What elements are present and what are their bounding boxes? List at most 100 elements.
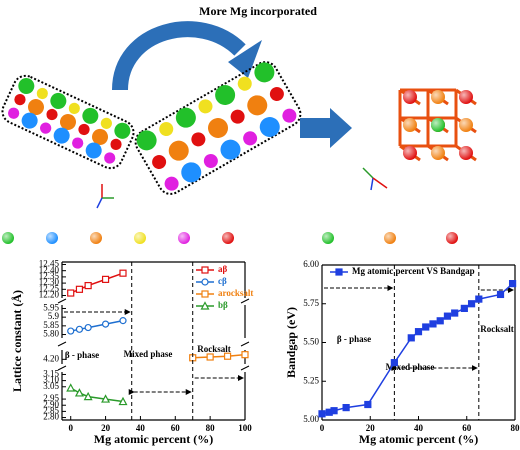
y-tick-label: 5.50 <box>303 337 319 347</box>
atom-ball <box>269 87 284 101</box>
atom-ball <box>46 108 58 121</box>
data-point <box>75 285 84 293</box>
atom-shine <box>459 146 473 160</box>
data-point <box>119 269 127 277</box>
atom-shine <box>222 232 234 244</box>
annotation: Rocksalt <box>197 344 231 354</box>
data-point <box>364 400 372 409</box>
atom-ball <box>110 138 122 150</box>
data-point <box>74 388 84 397</box>
data-point <box>508 280 517 288</box>
data-point <box>467 300 476 308</box>
y-tick-label: 12.20 <box>39 290 60 300</box>
unit-cell <box>1 74 135 170</box>
data-point <box>443 312 452 320</box>
atom-ball <box>282 108 297 123</box>
x-tick-label: 20 <box>366 423 376 433</box>
atom-ball <box>164 176 179 191</box>
atom-ball <box>68 102 80 115</box>
y-tick-label: 12.35 <box>39 271 60 281</box>
data-point <box>429 320 437 328</box>
data-point <box>475 295 483 303</box>
axis-arrow <box>96 197 103 209</box>
data-point <box>66 383 76 392</box>
y-axis-label: Lattice constant (Å) <box>10 290 24 392</box>
data-point <box>241 351 249 359</box>
annotation: Mixed phase <box>124 349 173 359</box>
atom-ball <box>104 152 116 164</box>
data-point <box>101 394 111 403</box>
atom-ball <box>8 107 20 119</box>
y-tick-label: 5.25 <box>303 375 319 385</box>
x-tick-label: 0 <box>68 423 73 433</box>
data-point <box>206 353 214 361</box>
atom-shine <box>2 232 14 244</box>
y-tick-label: 6.00 <box>303 259 319 269</box>
data-point <box>84 281 92 290</box>
atom-ball <box>50 92 67 109</box>
atom-ball <box>254 62 275 83</box>
atom-ball <box>92 128 109 145</box>
data-point <box>342 404 350 412</box>
axis-arrow <box>370 177 374 191</box>
data-point <box>83 391 93 401</box>
atom-ball <box>230 109 245 124</box>
data-point <box>118 396 128 406</box>
y-tick-label: 5.95 <box>43 303 59 313</box>
atom-ball <box>198 99 213 114</box>
data-point <box>330 407 338 415</box>
arrow <box>300 108 352 148</box>
y-tick-label: 2.90 <box>43 399 59 409</box>
atom-ball <box>21 112 38 129</box>
atom-ball <box>27 99 44 116</box>
atom-shine <box>134 232 146 244</box>
y-tick-label: 2.95 <box>43 393 59 403</box>
data-point <box>451 309 459 317</box>
legend-label: arocksalt <box>218 288 253 298</box>
atom-ball <box>191 132 206 147</box>
legend-label: Mg atomic percent VS Bandgap <box>352 266 475 276</box>
data-point <box>101 320 110 328</box>
data-point <box>460 304 468 312</box>
x-tick-label: 80 <box>206 423 216 433</box>
legend-marker <box>201 266 209 274</box>
legend-label: bβ <box>218 300 228 310</box>
y-tick-label: 5.75 <box>303 298 319 308</box>
x-tick-label: 40 <box>414 423 424 433</box>
y-tick-label: 5.00 <box>303 414 319 424</box>
atom-shine <box>459 118 473 132</box>
atom-ball <box>247 95 268 116</box>
data-point <box>84 323 92 332</box>
atom-ball <box>215 85 236 106</box>
data-point <box>67 289 75 297</box>
data-point <box>407 334 415 342</box>
atom-shine <box>431 118 445 132</box>
atom-ball <box>208 118 228 138</box>
x-tick-label: 0 <box>320 423 325 433</box>
y-tick-label: 12.30 <box>39 277 60 287</box>
unit-cell <box>134 61 302 195</box>
y-tick-label: 4.20 <box>43 353 59 363</box>
atom-shine <box>178 232 190 244</box>
data-point <box>390 359 398 367</box>
data-point <box>67 327 75 335</box>
legend-label: cβ <box>218 276 227 286</box>
legend-marker <box>200 301 210 310</box>
x-tick-label: 60 <box>171 423 181 433</box>
x-axis-label: Mg atomic percent (%) <box>94 432 213 446</box>
atom-shine <box>446 232 458 244</box>
series-line <box>321 283 514 415</box>
legend-marker <box>335 268 343 276</box>
atom-ball <box>100 117 112 129</box>
atom-ball <box>78 123 90 136</box>
atom-ball <box>82 107 99 124</box>
data-point <box>223 352 232 360</box>
data-point <box>436 317 444 325</box>
annotation: β - phase <box>337 334 371 344</box>
annotation: Rocksalt <box>480 324 514 334</box>
figure-title: More Mg incorporated <box>199 4 317 18</box>
atom-ball <box>159 122 174 137</box>
series-line <box>192 353 246 359</box>
atom-ball <box>136 130 157 151</box>
